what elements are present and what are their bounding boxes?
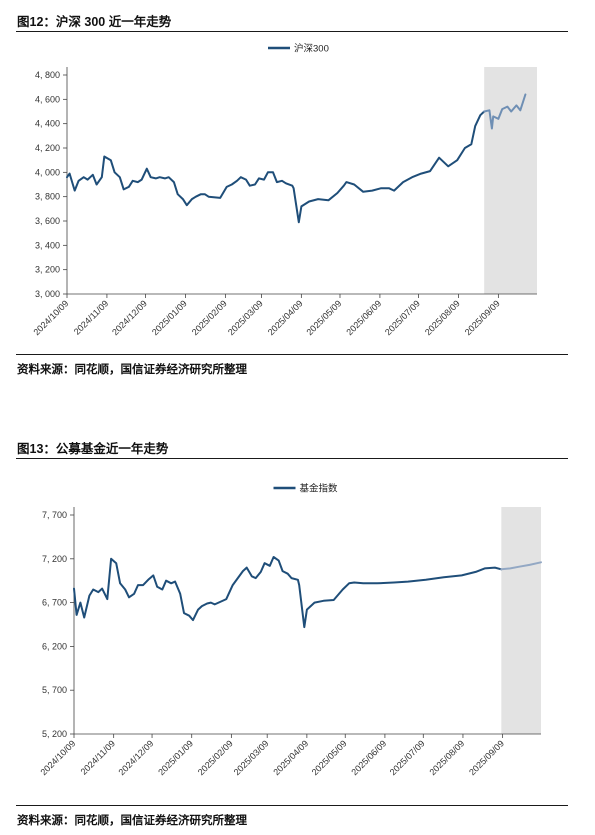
chart2-x-tick-label: 2025/08/09 (427, 738, 466, 777)
chart2-x-tick-label: 2025/04/09 (271, 738, 310, 777)
chart1-y-tick-label: 4, 200 (35, 143, 60, 153)
chart1-source: 资料来源：同花顺，国信证券经济研究所整理 (17, 364, 247, 376)
chart1-series-line-1 (483, 93, 527, 130)
chart1-title: 图12：沪深 300 近一年走势 (17, 15, 172, 29)
chart1-x-tick-label: 2025/05/09 (304, 298, 343, 337)
chart1-x-tick-label: 2024/11/09 (72, 298, 110, 336)
chart2-y-tick-label: 6, 700 (42, 598, 67, 608)
chart1-x-tick-label: 2025/04/09 (266, 298, 305, 337)
chart1-x-tick-label: 2025/03/09 (226, 298, 265, 337)
chart2-x-tick-label: 2024/12/09 (117, 738, 156, 777)
chart2-legend-label: 基金指数 (300, 483, 339, 495)
chart1-y-tick-label: 3, 400 (35, 240, 60, 250)
chart1-legend-label: 沪深300 (294, 43, 329, 55)
chart2-y-tick-label: 5, 200 (42, 729, 67, 739)
chart1-y-tick-label: 4, 000 (35, 167, 60, 177)
chart2-x-tick-label: 2025/09/09 (467, 738, 506, 777)
chart1-figure: 3, 000 3, 200 3, 400 3, 600 3, 800 4, 000 4, 2… (31, 43, 537, 337)
chart1-forecast-shade (484, 67, 537, 294)
chart1-x-tick-label: 2025/01/09 (150, 298, 189, 337)
chart1-x-tick-label: 2025/07/09 (383, 298, 422, 337)
chart1-x-tick-label: 2024/10/09 (31, 298, 70, 337)
chart2-forecast-shade (501, 507, 541, 734)
chart2-source: 资料来源：同花顺，国信证券经济研究所整理 (17, 815, 247, 827)
chart2-x-tick-label: 2025/02/09 (196, 738, 235, 777)
chart2-series-line-1 (500, 561, 542, 571)
chart2-source-rule (16, 805, 568, 806)
chart1-x-tick-label: 2025/06/09 (344, 298, 383, 337)
chart1-y-tick-label: 4, 400 (35, 119, 60, 129)
chart1-x-tick-label: 2024/12/09 (110, 298, 149, 337)
chart2-y-tick-label: 6, 200 (42, 641, 67, 651)
chart2-title-rule (16, 458, 568, 459)
chart2-x-tick-label: 2025/01/09 (156, 738, 195, 777)
chart1-y-tick-label: 4, 600 (35, 94, 60, 104)
chart2-y-tick-label: 7, 700 (42, 510, 67, 520)
chart2-x-tick-label: 2025/06/09 (349, 738, 388, 777)
chart1-source-rule (16, 354, 568, 355)
chart1-y-tick-label: 3, 200 (35, 265, 60, 275)
chart1-y-tick-label: 3, 000 (35, 289, 60, 299)
chart2-y-tick-label: 7, 200 (42, 554, 67, 564)
chart2-x-tick-label: 2024/10/09 (38, 738, 77, 777)
chart2-y-tick-label: 5, 700 (42, 685, 67, 695)
chart2-series-line-0 (73, 556, 503, 629)
chart1-series-line-0 (66, 110, 486, 224)
chart2-x-tick-label: 2025/03/09 (232, 738, 271, 777)
chart2-title: 图13：公募基金近一年走势 (17, 442, 169, 456)
chart2-x-tick-label: 2025/07/09 (388, 738, 427, 777)
chart2-x-tick-label: 2025/05/09 (310, 738, 349, 777)
chart1-x-tick-label: 2025/02/09 (190, 298, 229, 337)
chart1-y-tick-label: 3, 600 (35, 216, 60, 226)
chart1-y-tick-label: 3, 800 (35, 192, 60, 202)
chart2-x-tick-label: 2024/11/09 (79, 738, 117, 776)
chart2-figure: 5, 200 5, 700 6, 200 6, 700 7, 200 7, 700 2024… (38, 483, 542, 777)
chart1-x-tick-label: 2025/09/09 (463, 298, 502, 337)
chart1-y-tick-label: 4, 800 (35, 70, 60, 80)
chart1-title-rule (16, 31, 568, 32)
chart1-x-tick-label: 2025/08/09 (423, 298, 462, 337)
